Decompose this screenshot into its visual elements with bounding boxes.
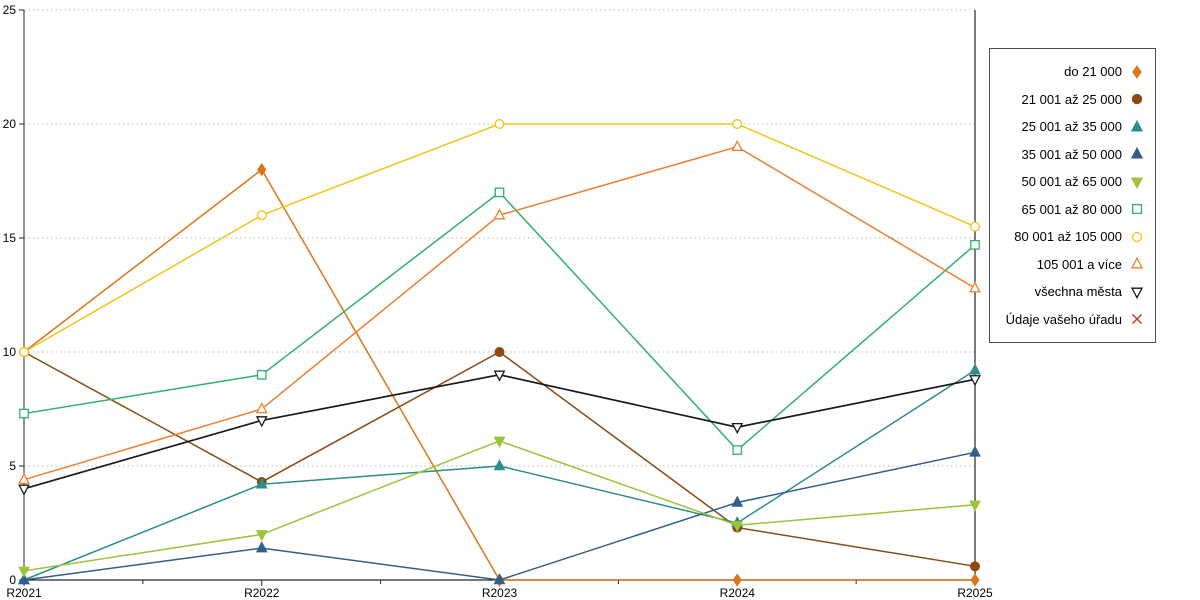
legend-marker-icon bbox=[1131, 204, 1143, 215]
legend-item: Údaje vašeho úřadu bbox=[1006, 306, 1145, 334]
legend-item: 50 001 až 65 000 bbox=[1006, 168, 1145, 196]
legend-item-label: 25 001 až 35 000 bbox=[1021, 119, 1122, 135]
legend-item-label: 21 001 až 25 000 bbox=[1021, 91, 1122, 107]
series-7 bbox=[18, 139, 981, 484]
legend-item-label: do 21 000 bbox=[1064, 64, 1122, 80]
y-tick-label: 20 bbox=[3, 117, 17, 131]
legend-marker-icon bbox=[1131, 94, 1143, 105]
y-tick-label: 15 bbox=[3, 231, 17, 245]
series-2 bbox=[18, 363, 981, 585]
y-tick-label: 5 bbox=[9, 459, 16, 473]
legend-marker-icon bbox=[1130, 257, 1144, 269]
legend-marker-icon bbox=[1130, 147, 1144, 159]
legend-item-label: 80 001 až 105 000 bbox=[1014, 229, 1122, 245]
legend-item-label: 35 001 až 50 000 bbox=[1021, 146, 1122, 162]
x-tick-label: R2024 bbox=[720, 586, 756, 600]
legend-item: 65 001 až 80 000 bbox=[1006, 196, 1145, 224]
legend-item: všechna města bbox=[1006, 278, 1145, 306]
legend: do 21 000 21 001 až 25 000 25 001 až 35 00… bbox=[988, 48, 1156, 343]
legend-item: do 21 000 bbox=[1006, 58, 1145, 86]
legend-marker-icon bbox=[1130, 177, 1144, 189]
y-tick-label: 0 bbox=[9, 573, 16, 587]
legend-marker-icon bbox=[1131, 231, 1143, 242]
legend-item: 21 001 až 25 000 bbox=[1006, 86, 1145, 114]
legend-item-label: všechna města bbox=[1034, 284, 1122, 300]
legend-marker-icon bbox=[1130, 287, 1144, 299]
series-5 bbox=[19, 187, 980, 455]
legend-marker-icon bbox=[1130, 119, 1144, 132]
legend-item-label: 105 001 a více bbox=[1036, 256, 1122, 272]
x-tick-label: R2025 bbox=[957, 586, 993, 600]
x-tick-label: R2022 bbox=[244, 586, 280, 600]
legend-item: 25 001 až 35 000 bbox=[1006, 113, 1145, 141]
legend-item-label: 50 001 až 65 000 bbox=[1021, 174, 1122, 190]
legend-item-label: 65 001 až 80 000 bbox=[1021, 201, 1122, 217]
y-tick-label: 25 bbox=[3, 3, 17, 17]
x-tick-label: R2021 bbox=[6, 586, 42, 600]
series-8 bbox=[18, 370, 981, 496]
legend-item: 80 001 až 105 000 bbox=[1006, 223, 1145, 251]
series-6 bbox=[19, 119, 980, 357]
legend-item-label: Údaje vašeho úřadu bbox=[1005, 311, 1122, 327]
legend-item: 35 001 až 50 000 bbox=[1006, 141, 1145, 169]
series-3 bbox=[18, 445, 981, 585]
legend-item: 105 001 a více bbox=[1006, 251, 1145, 279]
legend-marker-icon bbox=[1132, 64, 1142, 79]
series-4 bbox=[18, 436, 981, 578]
x-tick-label: R2023 bbox=[482, 586, 518, 600]
legend-marker-icon bbox=[1131, 314, 1143, 325]
y-tick-label: 10 bbox=[3, 345, 17, 359]
